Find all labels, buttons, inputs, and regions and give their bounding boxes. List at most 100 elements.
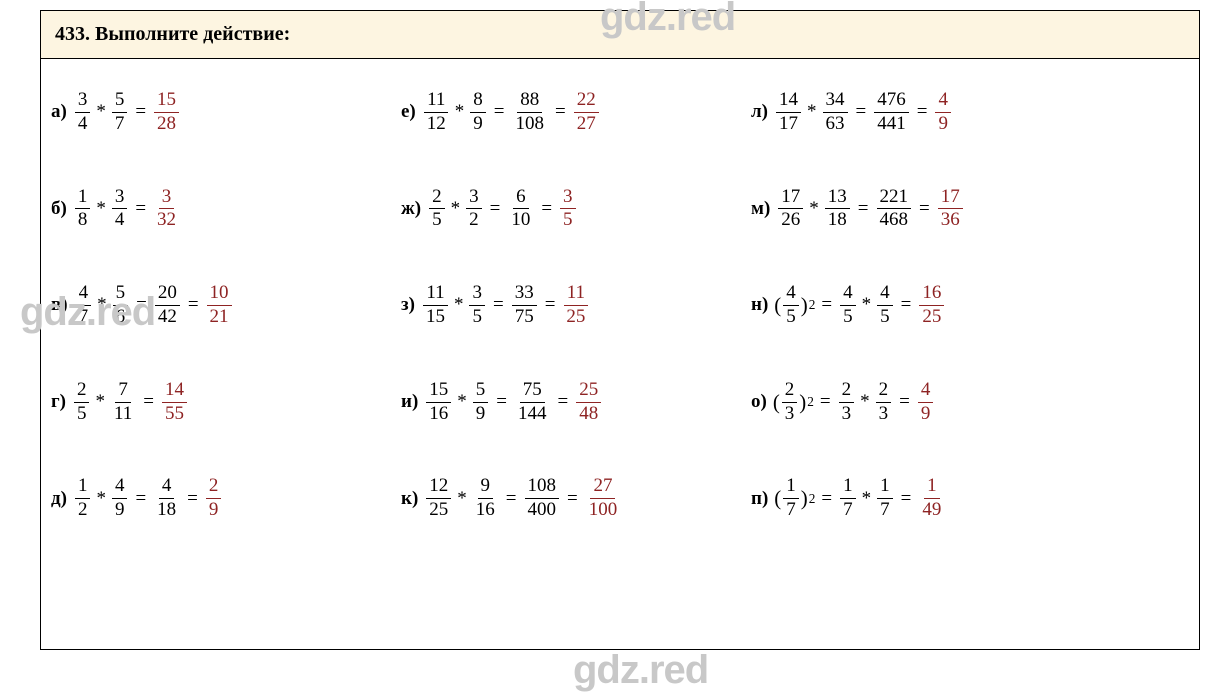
header: 433. Выполните действие:	[41, 11, 1199, 59]
problem-m: м)1726*1318=221468=1736	[751, 186, 1131, 233]
denominator: 7	[840, 499, 856, 522]
denominator: 5	[429, 209, 445, 232]
fraction: 1417	[776, 89, 801, 136]
problem-o: о)(23)2=23*23=49	[751, 379, 1131, 426]
numerator: 1	[877, 475, 893, 499]
problem-label: д)	[51, 488, 67, 510]
close-paren: )	[801, 293, 808, 318]
problem-e: е)1112*89=88108=2227	[401, 89, 741, 136]
denominator: 10	[508, 209, 533, 232]
answer: 1021	[205, 282, 234, 329]
equals: =	[487, 294, 510, 316]
operator: *	[447, 198, 465, 220]
denominator: 144	[515, 403, 550, 426]
numerator: 3	[159, 186, 175, 210]
fraction: 25	[429, 186, 445, 233]
fraction: 88108	[512, 89, 547, 136]
operator: *	[858, 488, 876, 510]
denominator: 32	[154, 209, 179, 232]
operator: *	[451, 101, 469, 123]
numerator: 1	[924, 475, 940, 499]
numerator: 2	[206, 475, 222, 499]
denominator: 36	[938, 209, 963, 232]
numerator: 6	[513, 186, 529, 210]
fraction: 34	[112, 186, 128, 233]
denominator: 5	[469, 306, 485, 329]
equals: =	[913, 198, 936, 220]
fraction: 34	[75, 89, 91, 136]
problem-label: м)	[751, 198, 770, 220]
fraction: 2548	[576, 379, 601, 426]
numerator: 15	[154, 89, 179, 113]
answer: 27100	[584, 475, 623, 522]
denominator: 7	[112, 113, 128, 136]
problem-label: и)	[401, 391, 418, 413]
fraction: 149	[919, 475, 944, 522]
fraction: 221468	[877, 186, 912, 233]
numerator: 25	[576, 379, 601, 403]
answer: 29	[204, 475, 224, 522]
problem-zh: ж)25*32=610=35	[401, 186, 741, 233]
denominator: 18	[825, 209, 850, 232]
operator: *	[803, 101, 821, 123]
denominator: 9	[918, 403, 934, 426]
fraction: 1115	[423, 282, 448, 329]
numerator: 22	[574, 89, 599, 113]
problem-l: л)1417*3463=476441=49	[751, 89, 1131, 136]
fraction: 45	[783, 282, 799, 329]
fraction: 1528	[154, 89, 179, 136]
fraction: 1516	[426, 379, 451, 426]
denominator: 49	[919, 499, 944, 522]
fraction: 27100	[586, 475, 621, 522]
numerator: 2	[839, 379, 855, 403]
operator: *	[805, 198, 823, 220]
denominator: 18	[154, 499, 179, 522]
equals: =	[850, 101, 873, 123]
fraction: 610	[508, 186, 533, 233]
denominator: 21	[207, 306, 232, 329]
problem-b: б)18*34=332	[51, 186, 391, 233]
denominator: 441	[874, 113, 909, 136]
numerator: 1	[75, 186, 91, 210]
fraction: 916	[473, 475, 498, 522]
numerator: 4	[76, 282, 92, 306]
equals: =	[181, 488, 204, 510]
denominator: 42	[155, 306, 180, 329]
operator: *	[856, 391, 874, 413]
fraction: 23	[782, 379, 798, 426]
equals: =	[130, 294, 153, 316]
answer: 35	[558, 186, 578, 233]
answer: 1625	[917, 282, 946, 329]
numerator: 34	[823, 89, 848, 113]
denominator: 108	[512, 113, 547, 136]
fraction: 1125	[563, 282, 588, 329]
fraction: 89	[470, 89, 486, 136]
denominator: 2	[466, 209, 482, 232]
numerator: 11	[423, 282, 447, 306]
denominator: 17	[776, 113, 801, 136]
problem-k: к)1225*916=108400=27100	[401, 475, 741, 522]
denominator: 4	[75, 113, 91, 136]
fraction: 59	[473, 379, 489, 426]
problem-p: п)(17)2=17*17=149	[751, 475, 1131, 522]
equals: =	[129, 101, 152, 123]
fraction: 1112	[424, 89, 449, 136]
denominator: 7	[76, 306, 92, 329]
numerator: 14	[776, 89, 801, 113]
fraction: 1726	[778, 186, 803, 233]
denominator: 400	[525, 499, 560, 522]
numerator: 11	[424, 89, 448, 113]
denominator: 75	[512, 306, 537, 329]
fraction: 108400	[525, 475, 560, 522]
problem-i: и)1516*59=75144=2548	[401, 379, 741, 426]
exercise-number: 433.	[55, 23, 90, 45]
numerator: 5	[473, 379, 489, 403]
problem-d: д)12*49=418=29	[51, 475, 391, 522]
fraction: 75144	[515, 379, 550, 426]
numerator: 88	[517, 89, 542, 113]
fraction: 332	[154, 186, 179, 233]
numerator: 476	[874, 89, 909, 113]
equals: =	[895, 294, 918, 316]
operator: *	[858, 294, 876, 316]
denominator: 9	[935, 113, 951, 136]
